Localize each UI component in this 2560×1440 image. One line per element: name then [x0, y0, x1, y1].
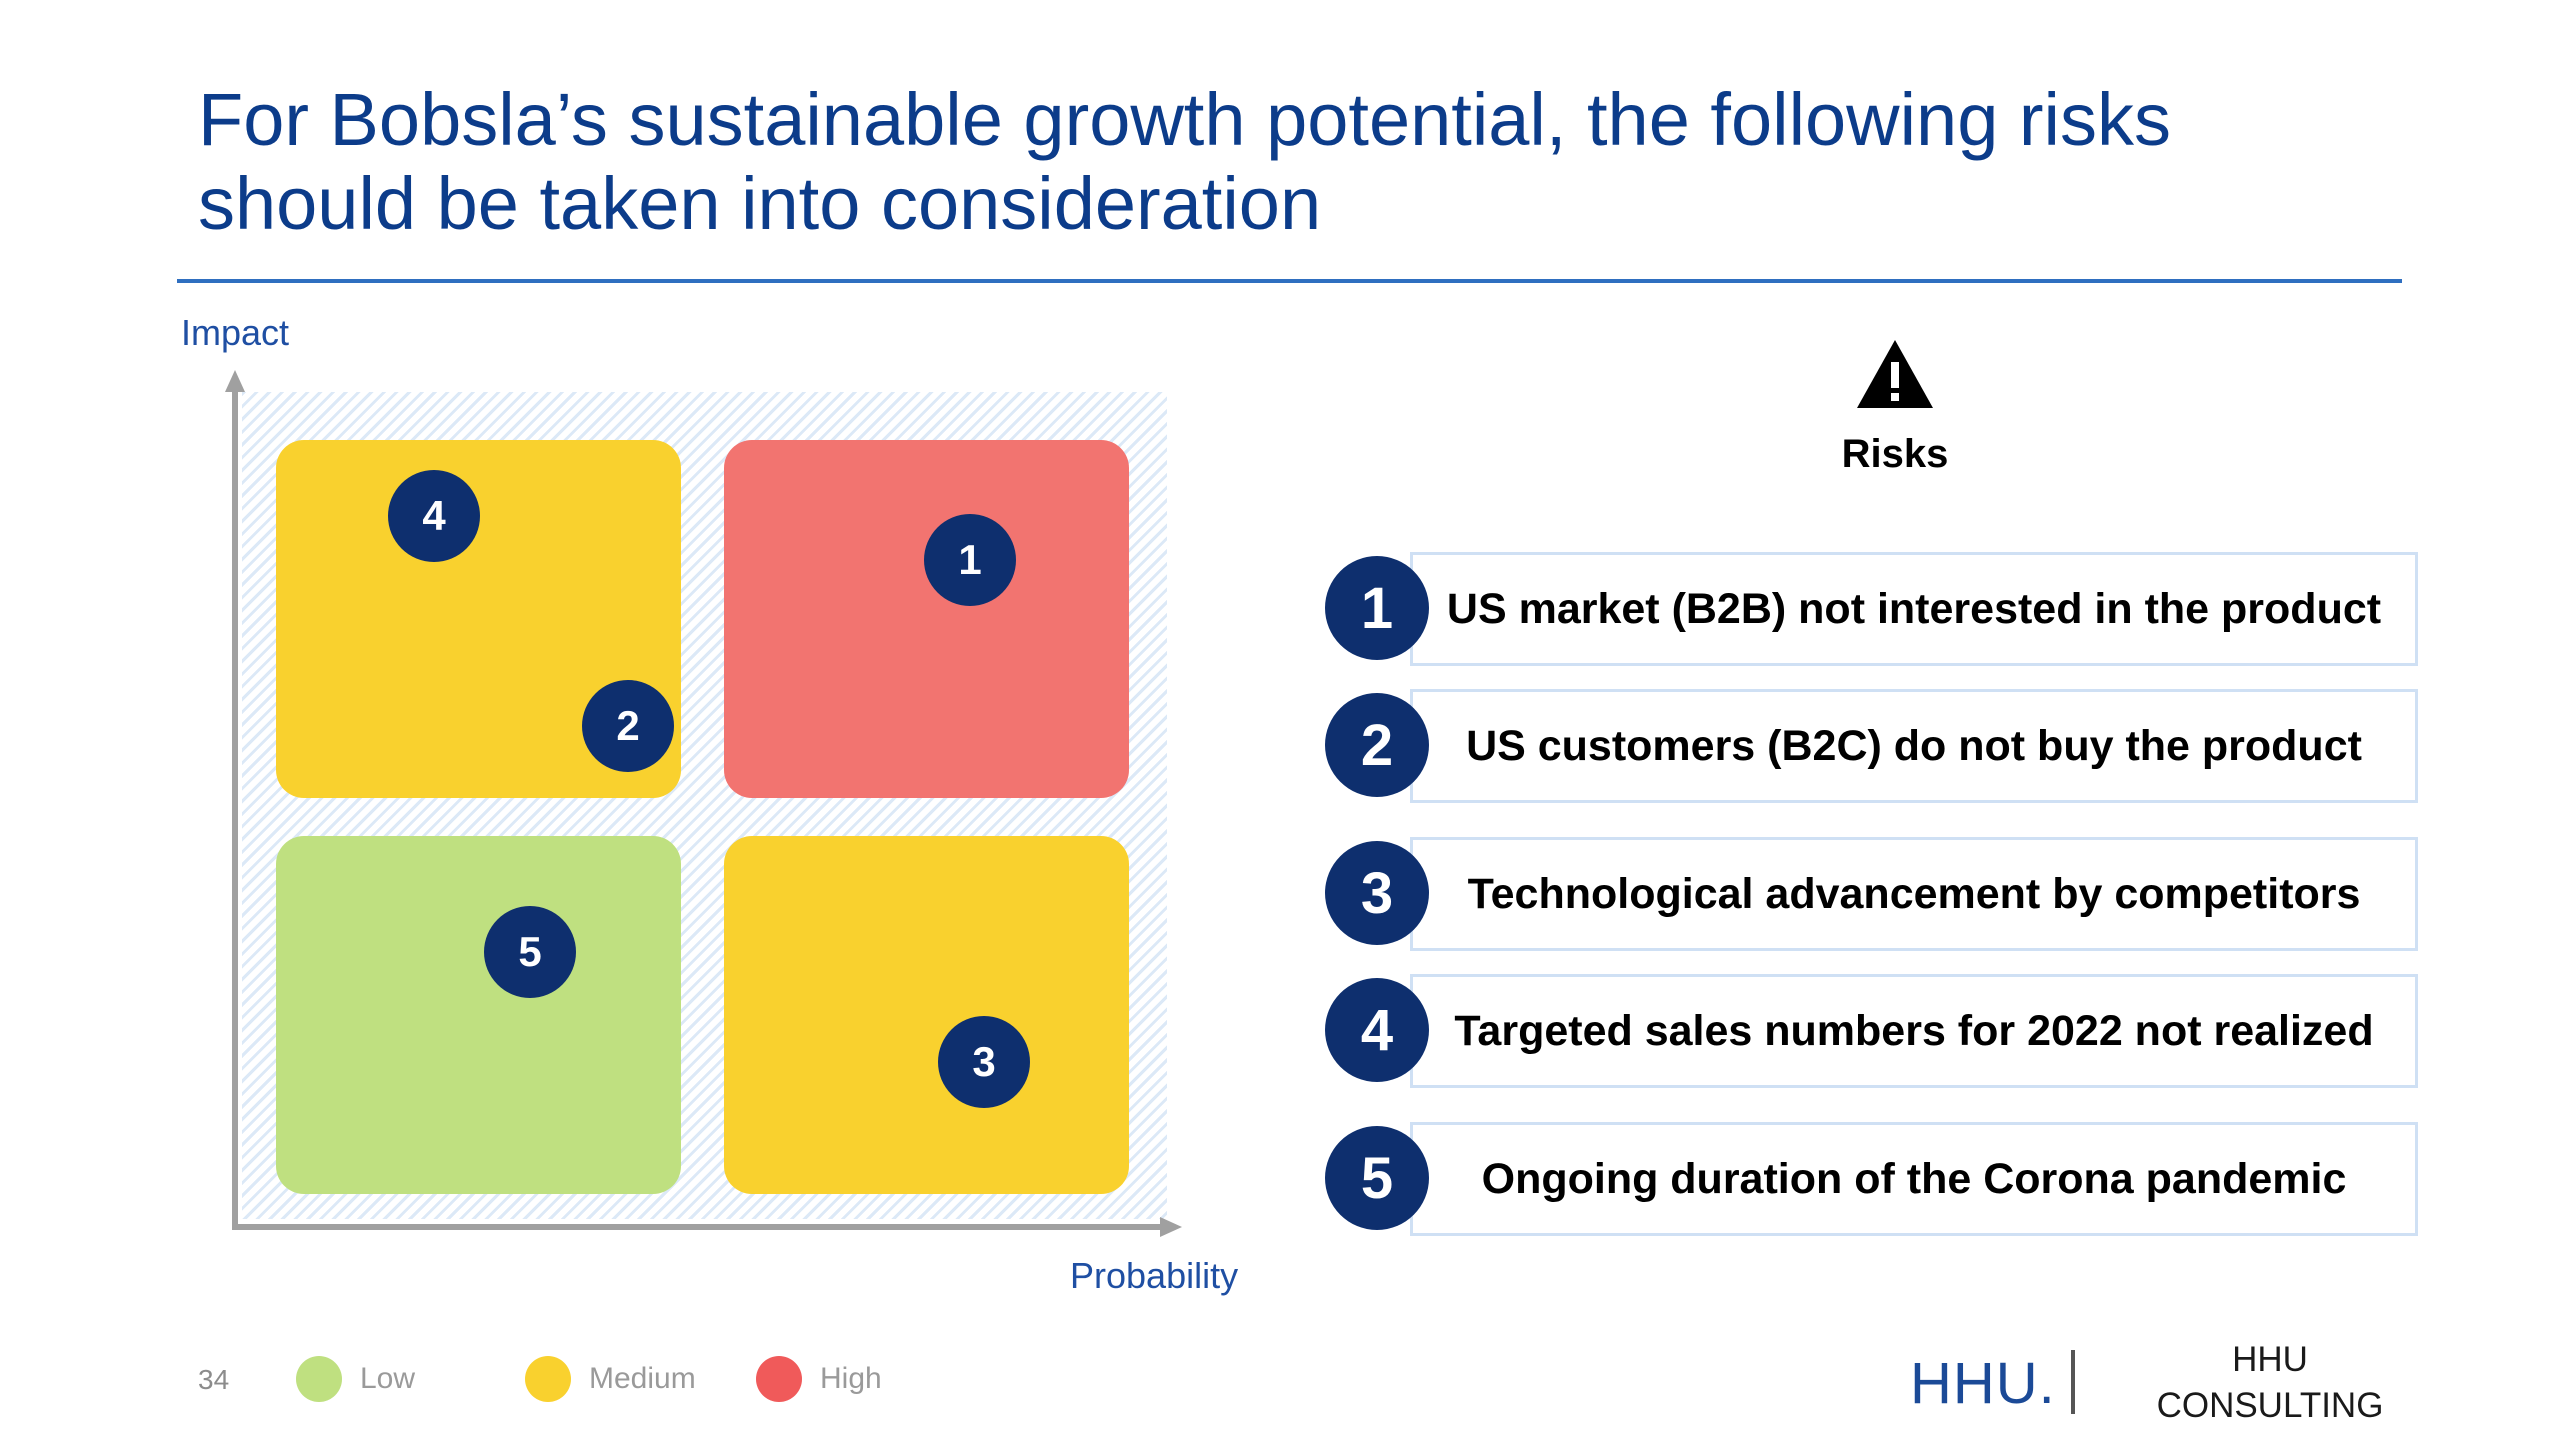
- risk-marker-1: 1: [924, 514, 1016, 606]
- brand-divider: [2071, 1350, 2075, 1414]
- brand-name: HHU CONSULTING: [2150, 1337, 2390, 1429]
- risk-box: US market (B2B) not interested in the pr…: [1410, 552, 2418, 666]
- risk-box: Technological advancement by competitors: [1410, 837, 2418, 951]
- quadrant-top-right: [724, 440, 1129, 798]
- y-axis-arrowhead: [225, 370, 245, 392]
- slide-title-line-1: For Bobsla’s sustainable growth potentia…: [198, 78, 2171, 161]
- quadrant-bottom-left: [276, 836, 681, 1194]
- risk-text: US customers (B2C) do not buy the produc…: [1466, 721, 2362, 770]
- legend-swatch: [296, 1356, 342, 1402]
- risk-number-badge: 2: [1325, 693, 1429, 797]
- risk-item: US customers (B2C) do not buy the produc…: [1325, 689, 2418, 803]
- legend-label: Medium: [589, 1362, 696, 1395]
- brand-name-line-1: HHU: [2232, 1340, 2308, 1379]
- page-number: 34: [198, 1364, 230, 1395]
- legend-item-high: High: [756, 1355, 882, 1403]
- risk-marker-2: 2: [582, 680, 674, 772]
- risk-text: Technological advancement by competitors: [1467, 869, 2361, 918]
- risk-item: US market (B2B) not interested in the pr…: [1325, 552, 2418, 666]
- warning-triangle-icon: [1857, 340, 1933, 408]
- risk-item: Technological advancement by competitors…: [1325, 837, 2418, 951]
- x-axis: [232, 1224, 1162, 1230]
- hhu-logo: HHU.: [1910, 1351, 2056, 1416]
- slide-title: For Bobsla’s sustainable growth potentia…: [198, 78, 2398, 246]
- risks-heading: Risks: [1841, 432, 1949, 476]
- risk-box: Targeted sales numbers for 2022 not real…: [1410, 974, 2418, 1088]
- risk-item: Targeted sales numbers for 2022 not real…: [1325, 974, 2418, 1088]
- risk-number-badge: 5: [1325, 1126, 1429, 1230]
- risk-marker-4: 4: [388, 470, 480, 562]
- risk-number-badge: 1: [1325, 556, 1429, 660]
- risk-number-badge: 3: [1325, 841, 1429, 945]
- risk-number-badge: 4: [1325, 978, 1429, 1082]
- risk-text: Ongoing duration of the Corona pandemic: [1481, 1154, 2347, 1203]
- risk-item: Ongoing duration of the Corona pandemic …: [1325, 1122, 2418, 1236]
- y-axis-label: Impact: [181, 312, 290, 353]
- title-divider: [177, 279, 2402, 283]
- legend-item-medium: Medium: [525, 1355, 696, 1403]
- brand-name-line-2: CONSULTING: [2156, 1386, 2384, 1425]
- y-axis: [232, 388, 238, 1230]
- risk-text: US market (B2B) not interested in the pr…: [1446, 584, 2382, 633]
- legend-swatch: [525, 1356, 571, 1402]
- risk-text: Targeted sales numbers for 2022 not real…: [1454, 1006, 2374, 1055]
- x-axis-arrowhead: [1160, 1217, 1182, 1237]
- risk-marker-5: 5: [484, 906, 576, 998]
- legend-swatch: [756, 1356, 802, 1402]
- risk-box: Ongoing duration of the Corona pandemic: [1410, 1122, 2418, 1236]
- legend-label: High: [820, 1362, 882, 1395]
- legend-label: Low: [360, 1362, 416, 1395]
- quadrant-bottom-right: [724, 836, 1129, 1194]
- legend-item-low: Low: [296, 1355, 415, 1403]
- risk-box: US customers (B2C) do not buy the produc…: [1410, 689, 2418, 803]
- risk-marker-3: 3: [938, 1016, 1030, 1108]
- slide-title-line-2: should be taken into consideration: [198, 162, 1322, 245]
- x-axis-label: Probability: [1070, 1255, 1239, 1296]
